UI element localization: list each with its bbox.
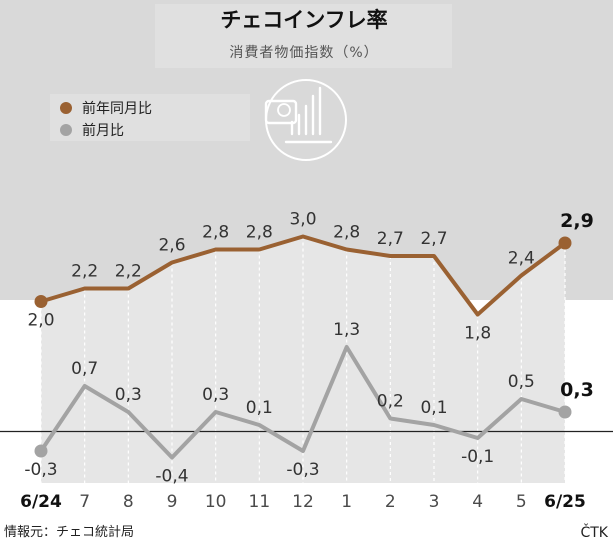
- data-label-mom: 0,3: [560, 379, 594, 401]
- data-label-yoy: 2,8: [202, 223, 229, 243]
- data-label-yoy: 1,8: [464, 324, 491, 344]
- series-layer: [34, 234, 572, 460]
- legend-label-yoy: 前年同月比: [82, 100, 152, 117]
- x-tick-label: 6/25: [544, 492, 586, 512]
- koruna-coin-bar-chart-icon: [264, 79, 347, 161]
- data-label-mom: 0,2: [377, 392, 404, 412]
- data-label-mom: 1,3: [333, 320, 360, 340]
- legend-swatch-mom: [60, 124, 72, 136]
- x-tick-label: 2: [385, 492, 396, 512]
- data-point-mom: [558, 405, 572, 419]
- data-label-mom: 0,7: [71, 359, 98, 379]
- chart-title: チェコインフレ率: [220, 8, 387, 32]
- data-label-yoy: 2,8: [246, 223, 273, 243]
- data-label-yoy: 3,0: [289, 210, 316, 230]
- data-label-yoy: 2,2: [115, 262, 142, 282]
- source-note: 情報元：チェコ統計局: [4, 524, 134, 540]
- data-labels: 2,0 2,2 2,2 2,6 2,8 2,8 3,0 2,8 2,7 2,7 1,8 2,4 2,9 -…: [24, 210, 593, 487]
- legend-label-mom: 前月比: [82, 122, 124, 139]
- agency-credit: ČTK: [580, 523, 608, 541]
- x-tick-label: 12: [292, 492, 314, 512]
- x-tick-label: 3: [429, 492, 440, 512]
- legend-box: [50, 94, 250, 141]
- data-label-yoy: 2,7: [420, 229, 447, 249]
- legend-swatch-yoy: [60, 102, 72, 114]
- data-label-mom: 0,3: [115, 385, 142, 405]
- x-tick-label: 11: [249, 492, 271, 512]
- data-label-yoy: 2,8: [333, 223, 360, 243]
- x-tick-label: 5: [516, 492, 527, 512]
- data-label-mom: 0,1: [246, 398, 273, 418]
- data-label-mom: 0,5: [508, 372, 535, 392]
- series-line-yoy: [40, 234, 567, 317]
- data-label-yoy: 2,9: [560, 210, 594, 232]
- data-label-mom: 0,1: [420, 398, 447, 418]
- series-line-mom: [39, 345, 566, 460]
- data-label-yoy: 2,6: [158, 236, 185, 256]
- data-label-mom: -0,4: [155, 467, 188, 487]
- x-tick-label: 9: [167, 492, 178, 512]
- x-tick-label: 8: [123, 492, 134, 512]
- x-axis-ticks: 6/24 7 8 9 10 11 12 1 2 3 4 5 6/25: [20, 492, 586, 512]
- data-label-mom: -0,3: [286, 460, 319, 480]
- x-tick-label: 7: [79, 492, 90, 512]
- x-tick-label: 1: [341, 492, 352, 512]
- x-tick-label: 4: [472, 492, 483, 512]
- x-tick-label: 6/24: [20, 492, 62, 512]
- data-label-yoy: 2,2: [71, 262, 98, 282]
- data-label-yoy: 2,4: [508, 249, 535, 269]
- data-label-yoy: 2,0: [27, 311, 54, 331]
- data-point-mom: [34, 444, 48, 458]
- data-point-yoy: [558, 236, 572, 250]
- chart-subtitle: 消費者物価指数（%）: [229, 45, 378, 61]
- data-label-mom: 0,3: [202, 385, 229, 405]
- title-box: [155, 4, 452, 68]
- data-label-yoy: 2,7: [377, 229, 404, 249]
- data-label-mom: -0,3: [24, 460, 57, 480]
- data-label-mom: -0,1: [461, 447, 494, 467]
- data-point-yoy: [34, 295, 48, 308]
- x-tick-label: 10: [205, 492, 227, 512]
